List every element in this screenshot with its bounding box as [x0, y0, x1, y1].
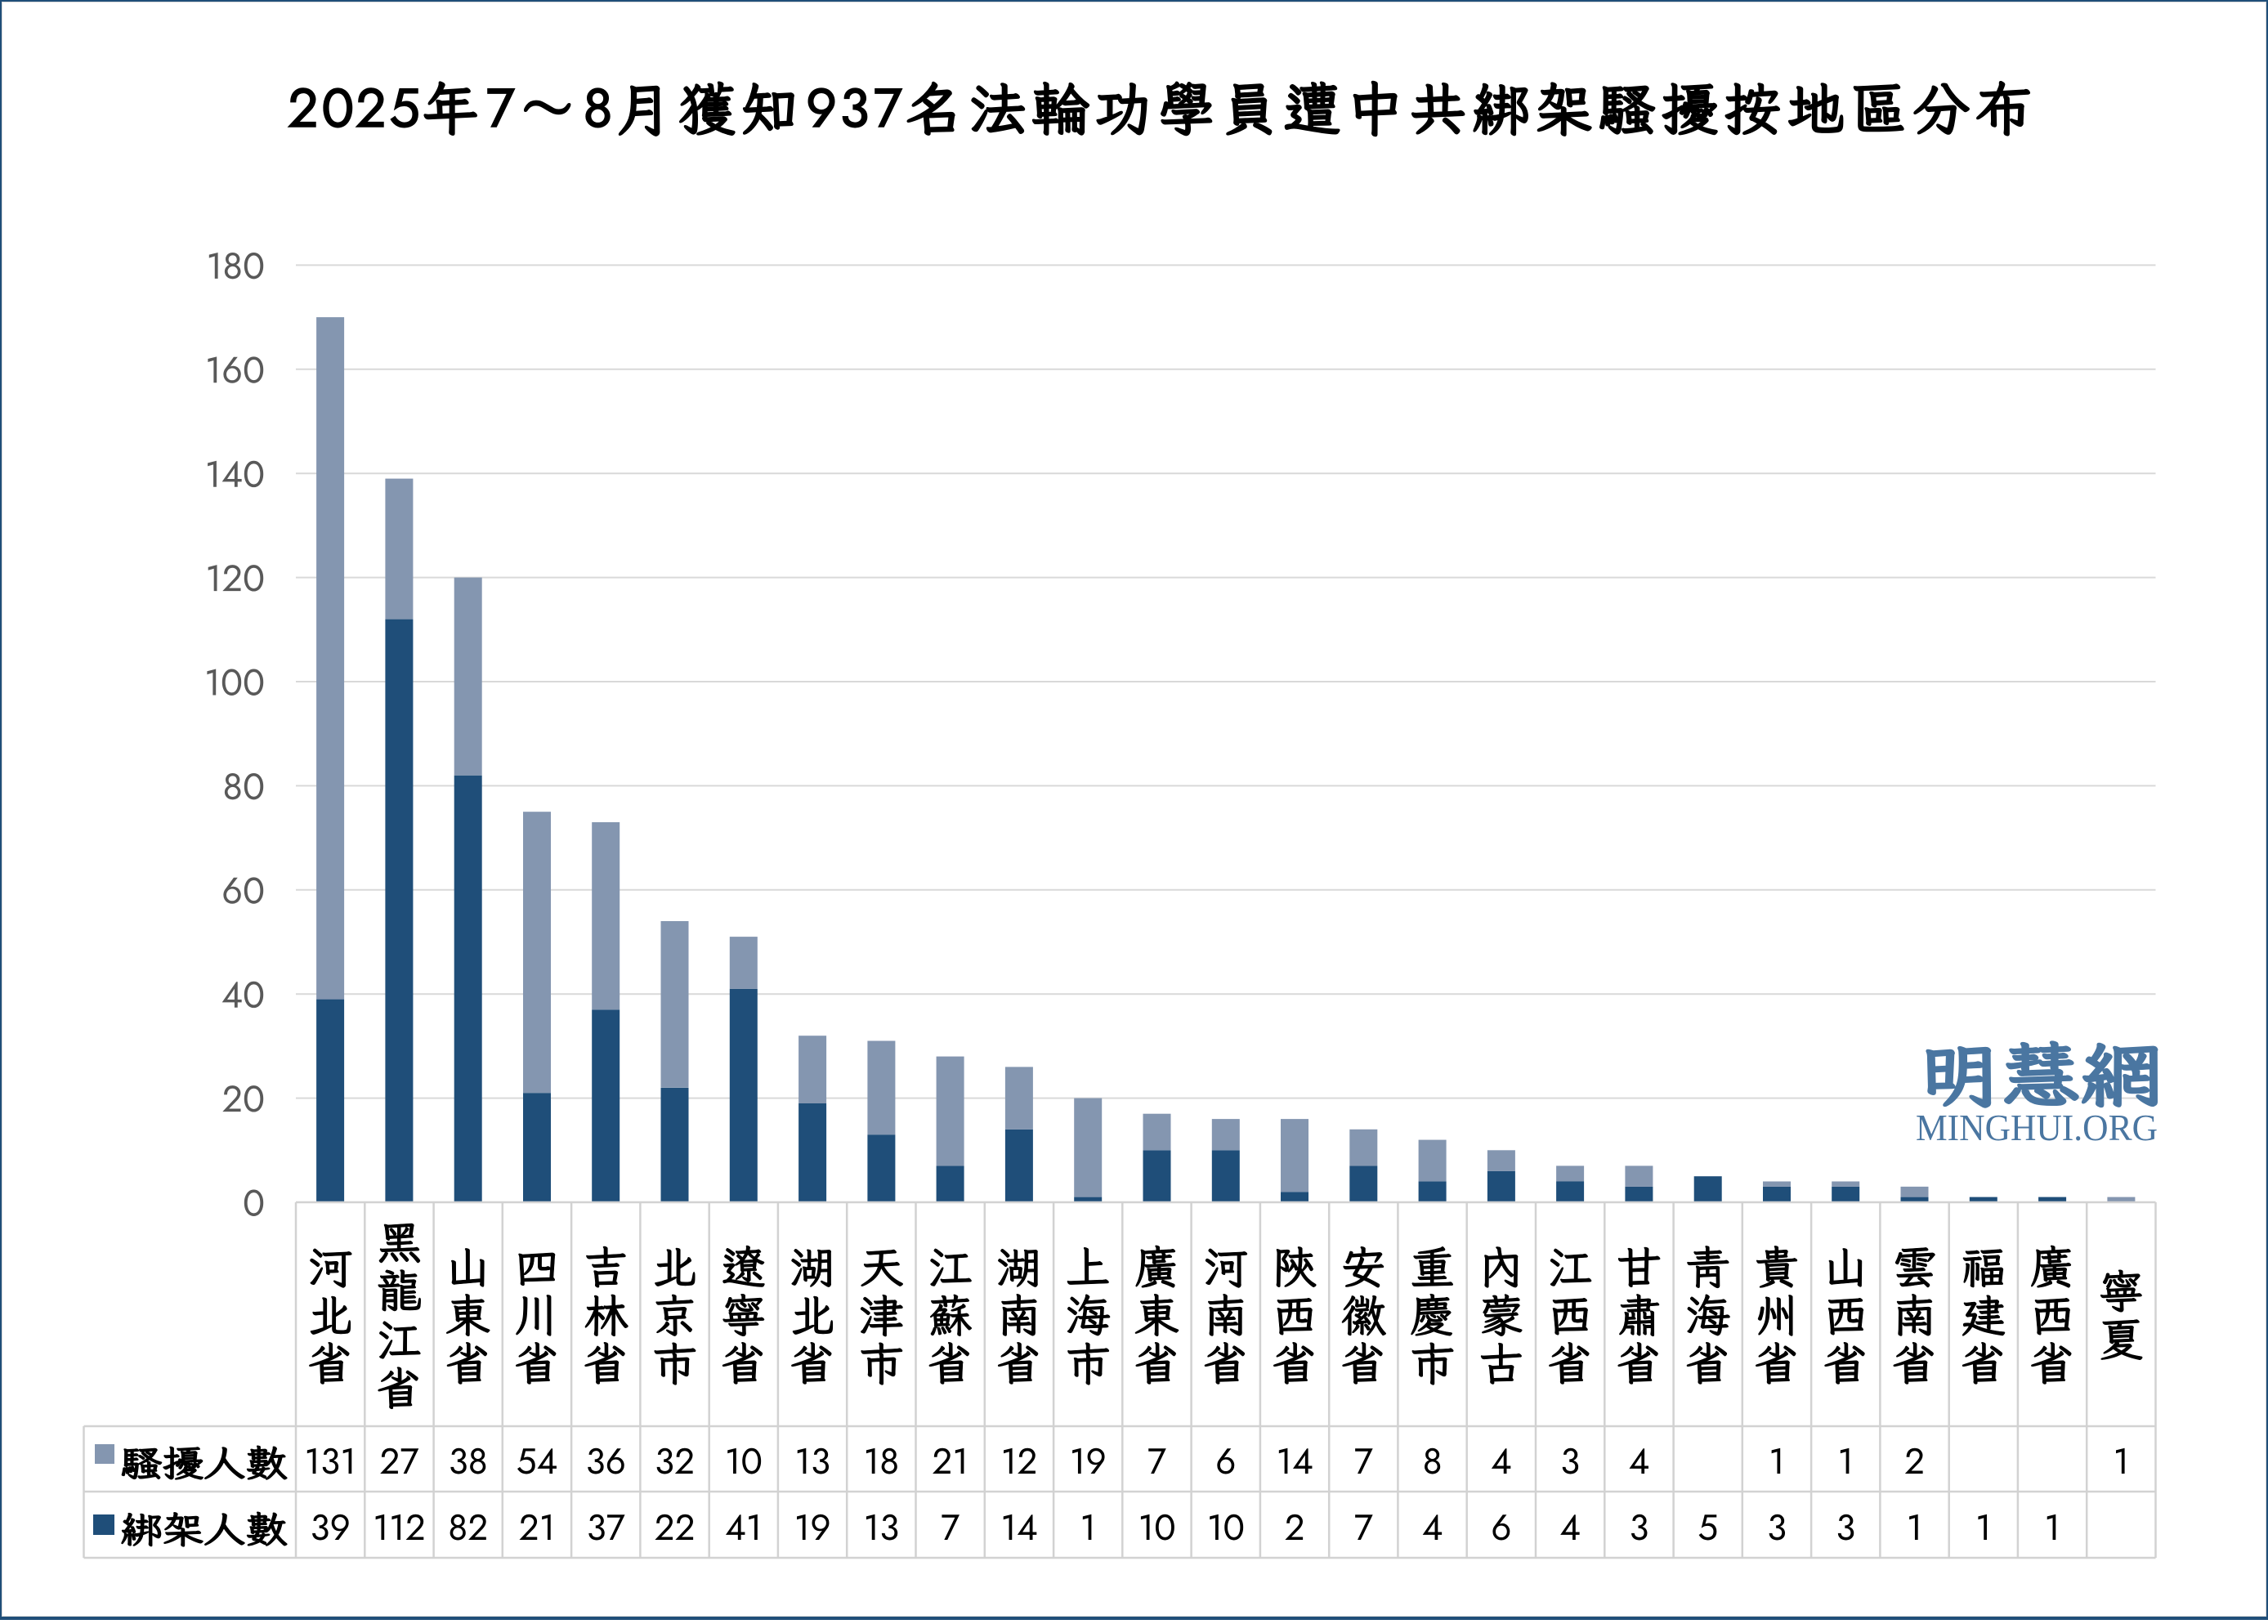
svg-text:MINGHUI.ORG: MINGHUI.ORG	[1916, 1107, 2158, 1148]
